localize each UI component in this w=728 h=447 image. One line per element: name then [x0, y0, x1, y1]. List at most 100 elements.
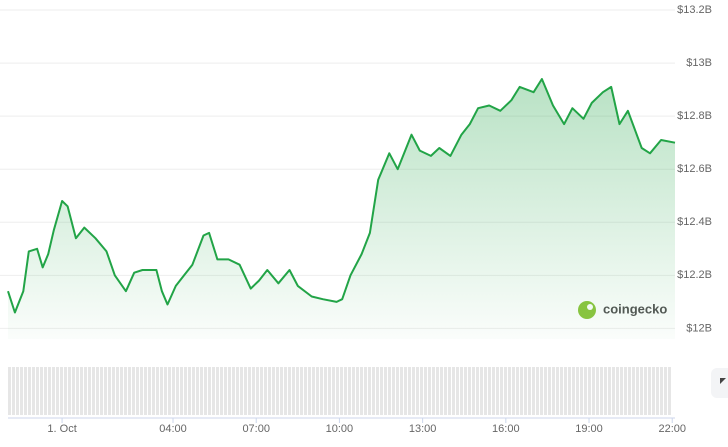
x-tick-label: 07:00 — [242, 423, 270, 435]
volume-bar — [444, 367, 447, 415]
volume-bar — [16, 367, 19, 415]
volume-bar — [212, 367, 215, 415]
volume-bar — [560, 367, 563, 415]
volume-bar — [184, 367, 187, 415]
zoom-icon[interactable] — [720, 378, 726, 384]
volume-bar — [36, 367, 39, 415]
x-tick-label: 10:00 — [326, 423, 354, 435]
volume-bar — [596, 367, 599, 415]
volume-bar — [280, 367, 283, 415]
volume-bar — [40, 367, 43, 415]
volume-bar — [192, 367, 195, 415]
volume-bar — [532, 367, 535, 415]
volume-bar — [552, 367, 555, 415]
y-tick-label: $12.8B — [677, 110, 712, 122]
volume-bar — [648, 367, 651, 415]
volume-bar — [360, 367, 363, 415]
volume-bar — [348, 367, 351, 415]
volume-bar — [124, 367, 127, 415]
volume-bar — [248, 367, 251, 415]
volume-bar — [96, 367, 99, 415]
volume-bar — [644, 367, 647, 415]
volume-bar — [152, 367, 155, 415]
volume-bar — [288, 367, 291, 415]
volume-bar — [12, 367, 15, 415]
area-fill — [8, 79, 675, 339]
volume-bar — [564, 367, 567, 415]
volume-bar — [276, 367, 279, 415]
volume-bar — [148, 367, 151, 415]
volume-bar — [216, 367, 219, 415]
volume-bar — [548, 367, 551, 415]
volume-bar — [64, 367, 67, 415]
y-tick-label: $12.2B — [677, 269, 712, 281]
volume-bar — [584, 367, 587, 415]
volume-bar — [476, 367, 479, 415]
volume-bar — [448, 367, 451, 415]
volume-bar — [556, 367, 559, 415]
volume-bar — [260, 367, 263, 415]
x-tick-label: 04:00 — [159, 423, 187, 435]
y-tick-label: $13B — [686, 57, 712, 69]
volume-bar — [608, 367, 611, 415]
volume-bar — [48, 367, 51, 415]
volume-bar — [264, 367, 267, 415]
volume-bar — [256, 367, 259, 415]
volume-bar — [196, 367, 199, 415]
volume-bar — [240, 367, 243, 415]
volume-bar — [284, 367, 287, 415]
volume-bar — [20, 367, 23, 415]
zoom-button-bg[interactable] — [711, 368, 728, 398]
y-tick-label: $12.6B — [677, 163, 712, 175]
volume-bar — [316, 367, 319, 415]
volume-bar — [612, 367, 615, 415]
volume-bar — [380, 367, 383, 415]
volume-bar — [452, 367, 455, 415]
volume-bar — [636, 367, 639, 415]
volume-bar — [372, 367, 375, 415]
volume-bar — [424, 367, 427, 415]
volume-bar — [176, 367, 179, 415]
price-line — [7, 78, 676, 314]
volume-bar — [84, 367, 87, 415]
volume-bar — [500, 367, 503, 415]
volume-bar — [464, 367, 467, 415]
volume-bar — [428, 367, 431, 415]
y-tick-label: $12B — [686, 322, 712, 334]
volume-bar — [572, 367, 575, 415]
volume-bar — [188, 367, 191, 415]
x-tick-label: 1. Oct — [47, 423, 76, 435]
volume-bar — [468, 367, 471, 415]
volume-bar — [208, 367, 211, 415]
volume-bar — [132, 367, 135, 415]
volume-bar — [508, 367, 511, 415]
volume-bar — [268, 367, 271, 415]
volume-bar — [660, 367, 663, 415]
volume-bar — [540, 367, 543, 415]
volume-bar — [80, 367, 83, 415]
volume-bar — [144, 367, 147, 415]
zoom-button[interactable] — [711, 368, 728, 398]
volume-bar — [600, 367, 603, 415]
volume-bar — [356, 367, 359, 415]
x-tick-label: 19:00 — [575, 423, 603, 435]
volume-strip — [8, 367, 671, 415]
volume-bar — [588, 367, 591, 415]
volume-bar — [72, 367, 75, 415]
volume-bar — [168, 367, 171, 415]
volume-bar — [368, 367, 371, 415]
volume-bar — [412, 367, 415, 415]
volume-bar — [336, 367, 339, 415]
volume-bar — [328, 367, 331, 415]
volume-bar — [220, 367, 223, 415]
volume-bar — [164, 367, 167, 415]
volume-bar — [128, 367, 131, 415]
volume-bar — [228, 367, 231, 415]
volume-bar — [116, 367, 119, 415]
volume-bar — [624, 367, 627, 415]
volume-bar — [460, 367, 463, 415]
volume-bar — [668, 367, 671, 415]
volume-bar — [408, 367, 411, 415]
